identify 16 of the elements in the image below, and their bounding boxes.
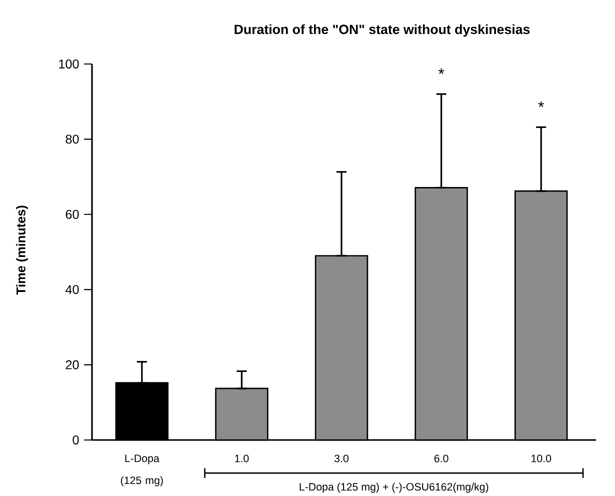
annotation: * xyxy=(538,101,544,108)
chart-title: Duration of the "ON" state without dyskinesias xyxy=(234,24,530,37)
x-tick-label: 1.0 xyxy=(235,454,249,462)
x-tick-label: 3.0 xyxy=(334,454,349,462)
y-tick-label: 60 xyxy=(66,210,79,219)
text: L-Dopa (125 mg) + (-)-OSU6162(mg/kg) xyxy=(300,482,488,493)
y-tick-label: 40 xyxy=(66,285,79,294)
y-tick-label: 100 xyxy=(59,60,79,68)
y-tick-label: 20 xyxy=(66,360,79,370)
x-tick-label: L-Dopa (125 mg) xyxy=(120,454,163,486)
y-tick-label: 80 xyxy=(66,134,79,144)
y-axis-title: Time (minutes) xyxy=(16,206,28,295)
x-tick-label: 10.0 xyxy=(532,454,552,462)
y-tick-label: 0 xyxy=(72,436,79,444)
x-tick-label: 6.0 xyxy=(434,454,448,462)
annotation: * xyxy=(438,68,444,74)
